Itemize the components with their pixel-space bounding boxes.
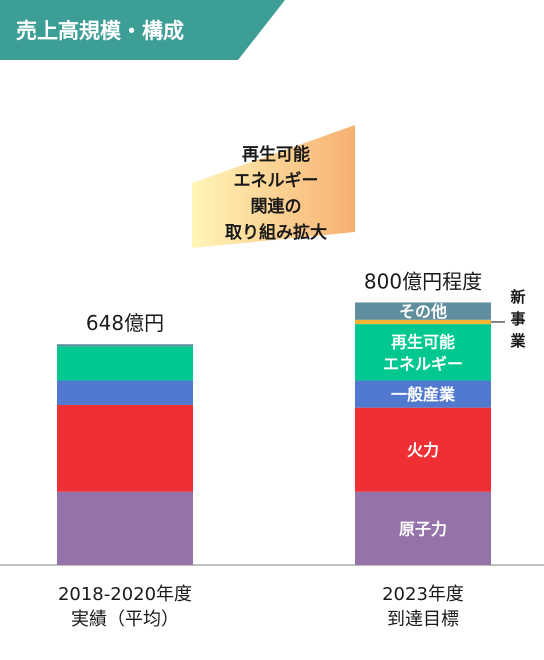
side-label: 事 [510,310,525,328]
header-tag [0,0,285,60]
category-label: 2018-2020年度 [58,584,192,605]
growth-arrow-band [192,125,355,248]
segment-label: エネルギー [383,354,463,373]
segment-label: その他 [399,302,447,321]
bar-total-label: 648億円 [86,311,164,335]
bar-segment [355,407,491,492]
bar-layer [57,302,491,565]
bar-segment [355,380,491,408]
side-label: 新 [510,288,525,306]
header-title: 売上高規模・構成 [16,19,184,43]
bar-segment [355,319,491,325]
category-sublabel: 実績（平均） [71,609,179,630]
annotation-text: 再生可能 [242,144,310,165]
bar-segment [355,302,491,320]
bar-total-label: 800億円程度 [364,269,482,293]
segment-label: 火力 [407,441,439,460]
annotation-text: 取り組み拡大 [225,222,327,243]
bar-segment [57,344,193,347]
annotation-text: 関連の [251,196,302,217]
annotation-text: エネルギー [234,171,319,191]
bar-segment [57,346,193,381]
category-sublabel: 到達目標 [387,609,459,630]
segment-label: 一般産業 [391,385,456,404]
category-label: 2023年度 [382,584,464,605]
bar-segment [57,380,193,405]
segment-label: 原子力 [399,519,447,538]
bar-segment [355,324,491,381]
bar-segment [57,404,193,492]
side-label: 業 [509,332,526,350]
bar-segment [355,491,491,565]
bar-segment [57,491,193,565]
segment-label: 再生可能 [391,332,455,351]
